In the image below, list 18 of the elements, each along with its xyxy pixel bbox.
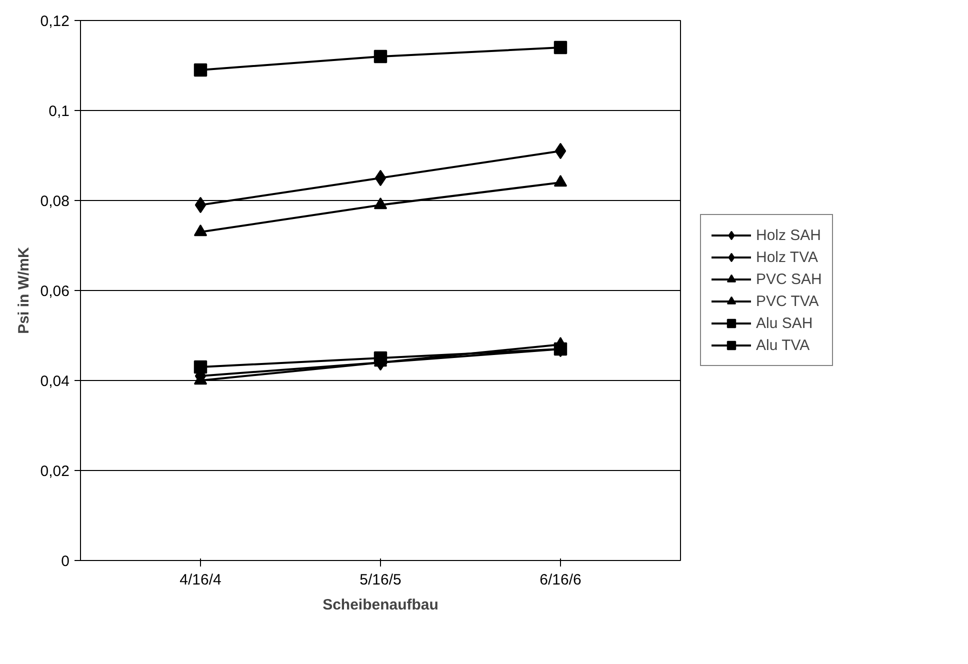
legend-label: PVC SAH xyxy=(756,270,822,288)
y-tick-label: 0,1 xyxy=(48,103,70,120)
legend-label: PVC TVA xyxy=(756,292,819,310)
y-tick-label: 0 xyxy=(61,553,70,570)
x-axis-title: Scheibenaufbau xyxy=(322,596,438,614)
y-tick-label: 0,06 xyxy=(40,283,70,300)
x-tick-label: 5/16/5 xyxy=(360,572,402,588)
legend-label: Holz TVA xyxy=(756,248,818,266)
y-tick-label: 0,04 xyxy=(40,373,70,390)
legend-label: Alu TVA xyxy=(756,336,810,354)
y-axis-title: Psi in W/mK xyxy=(15,246,32,334)
legend-label: Holz SAH xyxy=(756,226,822,244)
x-tick-label: 4/16/4 xyxy=(180,572,222,588)
y-tick-label: 0,12 xyxy=(40,13,70,30)
y-tick-label: 0,08 xyxy=(40,193,70,210)
legend-label: Alu SAH xyxy=(756,314,813,332)
y-tick-label: 0,02 xyxy=(40,463,70,480)
x-tick-label: 6/16/6 xyxy=(540,572,582,588)
